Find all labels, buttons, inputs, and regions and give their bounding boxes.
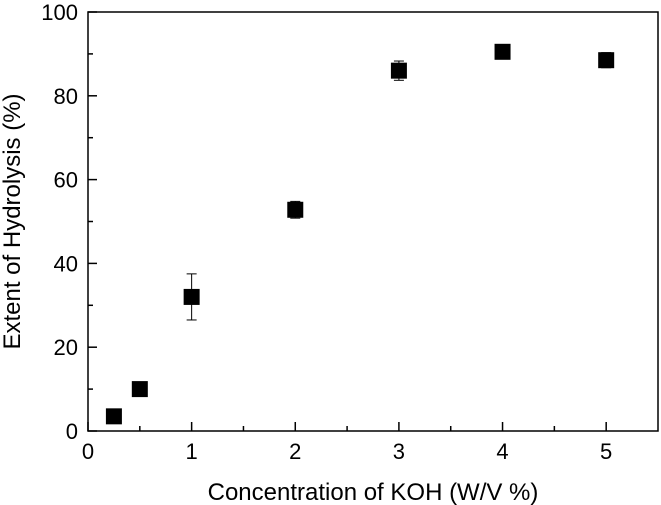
plot-frame: [87, 11, 659, 432]
axis-ticks: 0 1 2 3 4 5 0 20 40 60 80 100: [41, 0, 612, 464]
data-point: [105, 408, 122, 425]
x-axis-label: Concentration of KOH (W/V %): [208, 479, 539, 505]
x-tick-label: 5: [600, 439, 612, 464]
y-tick-label: 80: [54, 84, 78, 109]
y-tick-label: 60: [54, 168, 78, 193]
y-tick-label: 20: [54, 335, 78, 360]
x-tick-label: 3: [393, 439, 405, 464]
y-tick-label: 0: [66, 419, 78, 444]
x-tick-label: 0: [82, 439, 94, 464]
data-point: [131, 381, 148, 398]
data-point: [494, 43, 511, 60]
y-tick-label: 40: [54, 251, 78, 276]
data-point: [287, 201, 304, 218]
data-points: [105, 43, 615, 425]
data-point: [598, 52, 615, 69]
data-point: [183, 288, 200, 305]
x-tick-label: 1: [186, 439, 198, 464]
x-tick-label: 2: [289, 439, 301, 464]
y-tick-label: 100: [41, 0, 78, 25]
y-axis-label: Extent of Hydrolysis (%): [0, 93, 26, 349]
x-tick-label: 4: [496, 439, 508, 464]
data-point: [390, 62, 407, 79]
